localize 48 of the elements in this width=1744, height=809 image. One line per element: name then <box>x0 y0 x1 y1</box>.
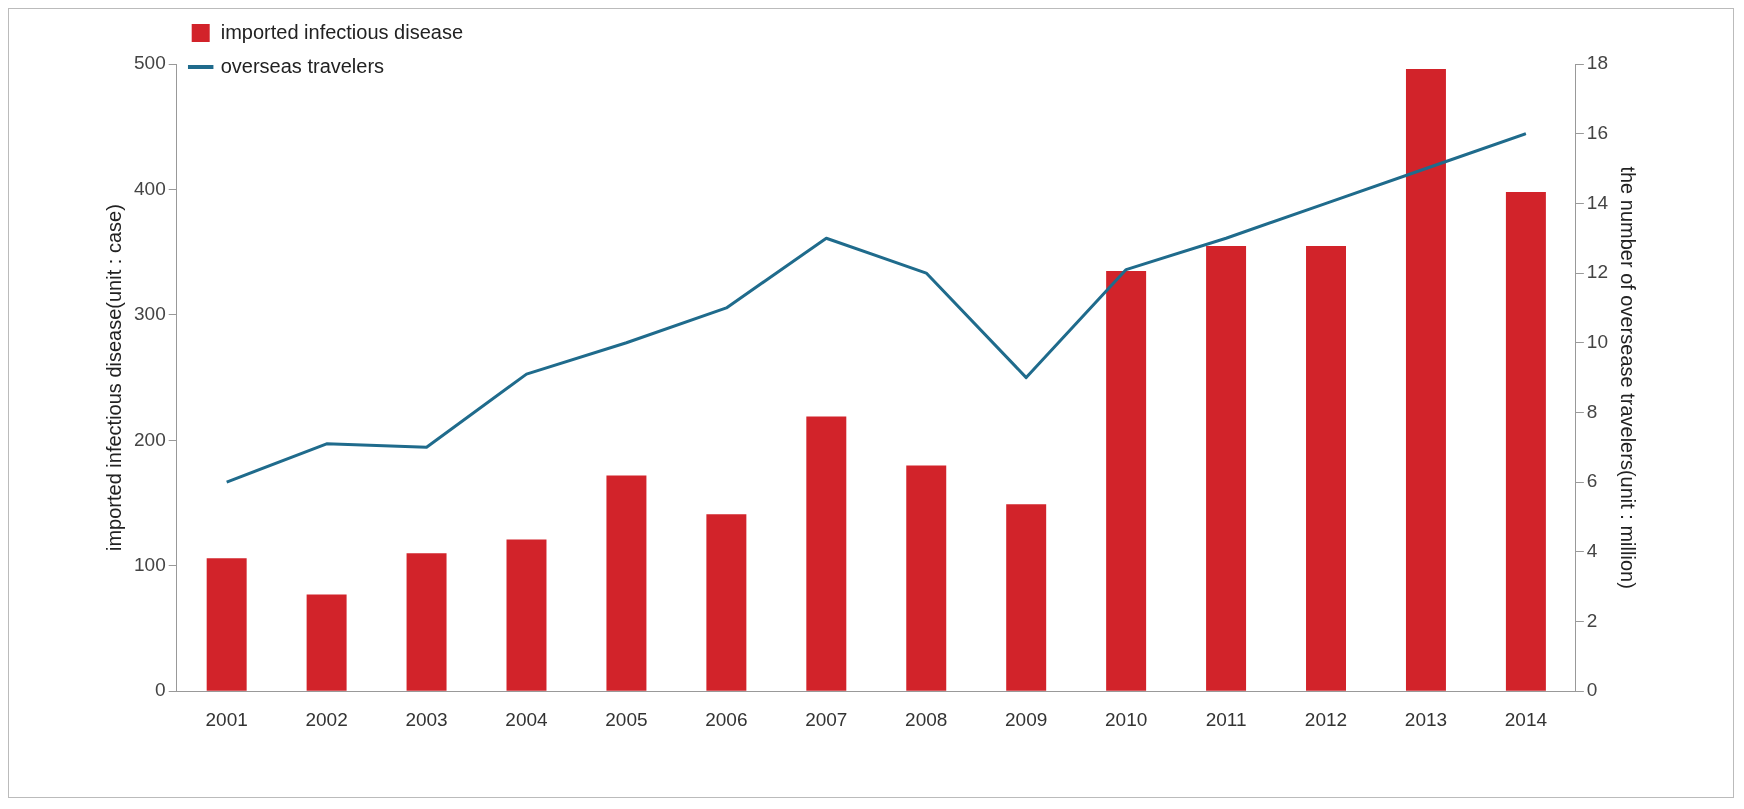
x-tick-label: 2005 <box>605 708 648 730</box>
x-tick-label: 2013 <box>1404 708 1448 730</box>
bar <box>1505 191 1546 691</box>
bar <box>406 553 447 691</box>
legend-label: overseas travelers <box>220 54 385 77</box>
legend-label: imported infectious disease <box>220 20 464 43</box>
x-tick-label: 2004 <box>505 708 549 730</box>
bar <box>1206 245 1247 691</box>
bar <box>1405 69 1446 691</box>
x-tick-label: 2007 <box>805 708 848 730</box>
x-tick-label: 2001 <box>205 708 248 730</box>
y-tick-label: 500 <box>134 52 166 74</box>
y-tick-label: 400 <box>134 177 166 199</box>
y2-tick-label: 18 <box>1586 52 1609 74</box>
bar <box>506 539 547 691</box>
bar <box>906 465 947 691</box>
bar <box>1006 504 1047 691</box>
y2-tick-label: 6 <box>1586 470 1598 492</box>
y-axis-title: imported infectious disease(unit : case) <box>102 204 125 552</box>
y2-tick-label: 0 <box>1586 679 1598 701</box>
y-tick-label: 0 <box>155 679 166 701</box>
x-tick-label: 2011 <box>1205 708 1247 730</box>
y2-tick-label: 10 <box>1586 330 1609 352</box>
bar <box>1106 270 1147 691</box>
x-tick-label: 2002 <box>305 708 348 730</box>
y2-tick-label: 12 <box>1586 261 1609 283</box>
y2-tick-label: 2 <box>1586 609 1598 631</box>
x-tick-label: 2006 <box>705 708 748 730</box>
bar <box>806 416 847 691</box>
bar <box>306 594 347 691</box>
bar <box>706 514 747 691</box>
y2-tick-label: 16 <box>1586 121 1609 143</box>
x-tick-label: 2010 <box>1104 708 1148 730</box>
x-tick-label: 2003 <box>405 708 448 730</box>
bar <box>1306 245 1346 691</box>
x-tick-label: 2014 <box>1504 708 1548 730</box>
y-tick-label: 200 <box>134 428 166 450</box>
y-tick-label: 300 <box>134 303 166 325</box>
y2-axis-title: the number of oversease travelers(unit : million) <box>1617 166 1640 589</box>
x-tick-label: 2008 <box>905 708 948 730</box>
x-tick-label: 2012 <box>1304 708 1348 730</box>
y2-tick-label: 14 <box>1586 191 1609 213</box>
y-tick-label: 100 <box>134 553 166 575</box>
bar <box>206 558 247 691</box>
x-tick-label: 2009 <box>1005 708 1048 730</box>
y2-tick-label: 4 <box>1586 540 1598 562</box>
bar <box>606 475 647 691</box>
y2-tick-label: 8 <box>1586 400 1598 422</box>
